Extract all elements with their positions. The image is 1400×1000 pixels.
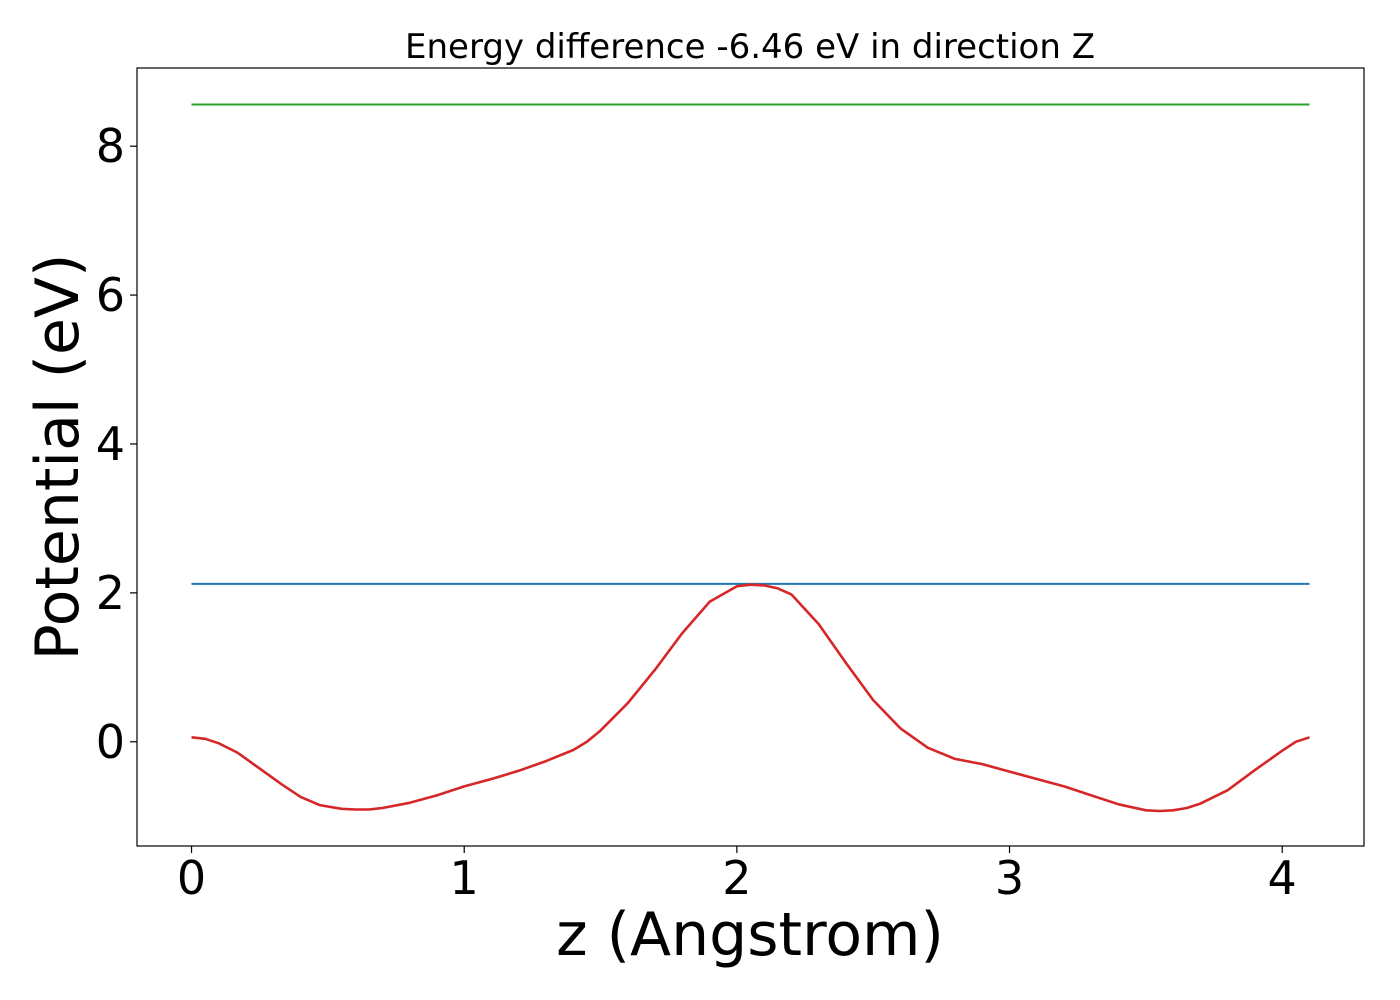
chart-title: Energy difference -6.46 eV in direction … — [405, 27, 1095, 67]
y-tick-label: 8 — [96, 119, 125, 173]
x-tick-label: 0 — [177, 851, 206, 905]
tick-layer: 0 1 2 3 4 0 2 4 6 8 — [96, 119, 1297, 905]
y-tick-label: 4 — [96, 417, 125, 471]
y-tick-label: 6 — [96, 268, 125, 322]
x-tick-label: 2 — [722, 851, 751, 905]
plot-layer — [191, 103, 1310, 813]
y-tick-label: 0 — [96, 715, 125, 769]
y-axis-label: Potential (eV) — [23, 254, 93, 661]
series-line-3 — [191, 583, 1310, 813]
plot-frame — [136, 67, 1365, 847]
x-axis-label: z (Angstrom) — [556, 900, 944, 970]
x-tick-label: 3 — [995, 851, 1024, 905]
y-tick-label: 2 — [96, 566, 125, 620]
x-tick-label: 1 — [450, 851, 479, 905]
x-tick-label: 4 — [1268, 851, 1297, 905]
